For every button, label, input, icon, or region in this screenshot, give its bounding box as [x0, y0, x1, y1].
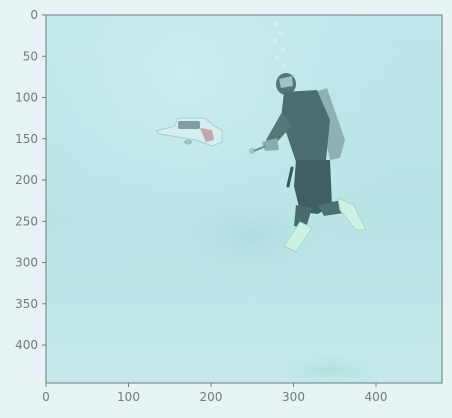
y-tick-label: 400 [15, 338, 38, 352]
y-axis: 0 50 100 150 200 250 300 350 400 [15, 8, 46, 352]
y-tick-label: 250 [15, 214, 38, 228]
underwater-photo [46, 15, 442, 383]
x-tick-label: 300 [282, 390, 305, 404]
y-tick-label: 300 [15, 256, 38, 270]
x-tick-label: 0 [42, 390, 50, 404]
y-tick-label: 200 [15, 173, 38, 187]
y-tick-label: 100 [15, 91, 38, 105]
bubbles [272, 21, 286, 68]
x-tick-label: 100 [117, 390, 140, 404]
x-axis: 0 100 200 300 400 [42, 383, 387, 404]
y-tick-label: 0 [30, 8, 38, 22]
plot-frame [45, 14, 443, 384]
underwater-scooter [154, 117, 223, 147]
y-tick-label: 150 [15, 132, 38, 146]
y-tick-label: 50 [23, 49, 38, 63]
x-tick-label: 200 [200, 390, 223, 404]
y-tick-label: 350 [15, 297, 38, 311]
seafloor-shadow-lower [270, 352, 390, 383]
x-tick-label: 400 [365, 390, 388, 404]
diver [249, 73, 367, 253]
